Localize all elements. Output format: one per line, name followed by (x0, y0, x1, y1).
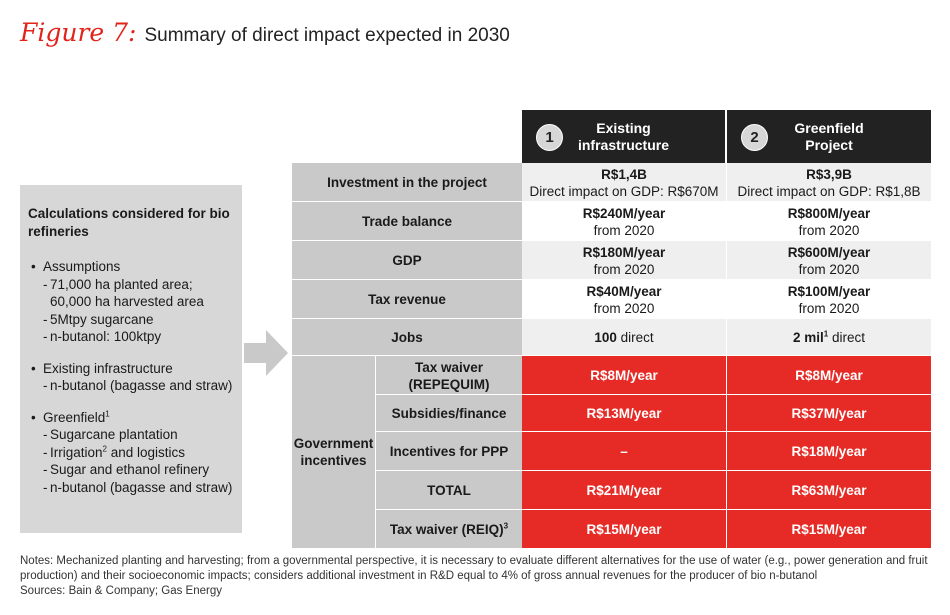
divider (376, 431, 931, 432)
column-number-badge: 2 (741, 124, 768, 151)
column-header-line: Project (805, 136, 853, 153)
cell-reiq-existing: R$15M/year (522, 510, 726, 548)
sources-text: Sources: Bain & Company; Gas Energy (20, 585, 222, 597)
panel-heading: Calculations considered for bio refineri… (28, 206, 230, 239)
divider (376, 394, 931, 395)
divider (292, 318, 931, 319)
impact-table: 1 Existing infrastructure 2 Greenfield Pro… (292, 0, 931, 548)
row-label-ppp: Incentives for PPP (376, 432, 522, 471)
divider (375, 356, 376, 548)
cell-gdp-greenfield: R$600M/year from 2020 (727, 241, 931, 280)
list-item-continued: 60,000 ha harvested area (50, 294, 204, 309)
cell-ppp-existing: – (522, 432, 726, 471)
cell-tax-greenfield: R$100M/year from 2020 (727, 280, 931, 319)
cell-waiver-greenfield: R$8M/year (727, 356, 931, 395)
column-header-line: Existing (596, 119, 651, 136)
cell-subsidies-greenfield: R$37M/year (727, 395, 931, 432)
column-header-line: Greenfield (794, 119, 864, 136)
figure-label: Figure 7: (20, 18, 137, 47)
assumptions-section: Assumptions 71,000 ha planted area; 60,0… (28, 258, 234, 346)
cell-trade-existing: R$240M/year from 2020 (522, 202, 726, 241)
row-label-gdp: GDP (292, 241, 522, 280)
list-item: n-butanol: 100ktpy (28, 328, 234, 346)
row-label-jobs: Jobs (292, 319, 522, 356)
figure-title: Figure 7: Summary of direct impact expec… (20, 18, 510, 50)
cell-jobs-greenfield: 2 mil1 direct (727, 319, 931, 356)
divider (292, 201, 931, 202)
list-item: 5Mtpy sugarcane (28, 311, 234, 329)
list-item: Irrigation2 and logistics (28, 444, 234, 462)
column-header-greenfield: 2 Greenfield Project (727, 110, 931, 163)
cell-waiver-existing: R$8M/year (522, 356, 726, 395)
row-label-subsidies: Subsidies/finance (376, 395, 522, 432)
row-label-tax-revenue: Tax revenue (292, 280, 522, 319)
list-item: Sugarcane plantation (28, 426, 234, 444)
figure-title-text: Summary of direct impact expected in 203… (144, 25, 510, 46)
list-item: n-butanol (bagasse and straw) (28, 479, 234, 497)
divider (292, 240, 931, 241)
cell-subsidies-existing: R$13M/year (522, 395, 726, 432)
right-arrow-icon (244, 330, 288, 376)
cell-total-greenfield: R$63M/year (727, 471, 931, 510)
cell-tax-existing: R$40M/year from 2020 (522, 280, 726, 319)
cell-total-existing: R$21M/year (522, 471, 726, 510)
column-number-badge: 1 (536, 124, 563, 151)
assumptions-panel: Calculations considered for bio refineri… (20, 185, 242, 533)
assumptions-label: Assumptions (28, 258, 234, 276)
row-label-total: TOTAL (376, 471, 522, 510)
cell-gdp-existing: R$180M/year from 2020 (522, 241, 726, 280)
greenfield-label: Greenfield1 (28, 409, 234, 427)
list-item: 71,000 ha planted area; (28, 276, 234, 294)
footnotes: Notes: Mechanized planting and harvestin… (20, 554, 935, 599)
notes-text: Notes: Mechanized planting and harvestin… (20, 555, 928, 582)
row-group-government-incentives: Government incentives (292, 356, 375, 548)
cell-reiq-greenfield: R$15M/year (727, 510, 931, 548)
existing-section: Existing infrastructure n-butanol (bagas… (28, 360, 234, 395)
list-item: Sugar and ethanol refinery (28, 461, 234, 479)
cell-jobs-existing: 100 direct (522, 319, 726, 356)
row-label-investment: Investment in the project (292, 163, 522, 202)
existing-label: Existing infrastructure (28, 360, 234, 378)
column-header-existing: 1 Existing infrastructure (522, 110, 725, 163)
cell-ppp-greenfield: R$18M/year (727, 432, 931, 471)
divider (292, 279, 931, 280)
greenfield-section: Greenfield1 Sugarcane plantation Irrigat… (28, 409, 234, 497)
divider (376, 470, 931, 471)
row-label-trade-balance: Trade balance (292, 202, 522, 241)
divider (292, 355, 931, 356)
column-header-line: infrastructure (577, 136, 670, 153)
row-label-tax-waiver-reiq: Tax waiver (REIQ)3 (376, 510, 522, 548)
row-label-tax-waiver-repequim: Tax waiver (REPEQUIM) (376, 356, 522, 395)
list-item: n-butanol (bagasse and straw) (28, 377, 234, 395)
cell-trade-greenfield: R$800M/year from 2020 (727, 202, 931, 241)
cell-investment-existing: R$1,4B Direct impact on GDP: R$670M (522, 163, 726, 202)
cell-investment-greenfield: R$3,9B Direct impact on GDP: R$1,8B (727, 163, 931, 202)
divider (376, 509, 931, 510)
